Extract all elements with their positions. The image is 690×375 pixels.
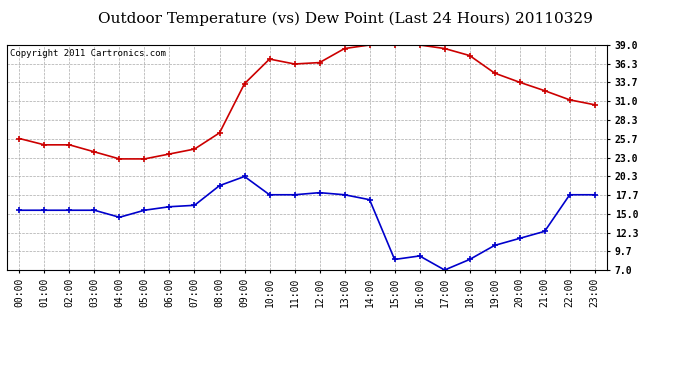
Text: Copyright 2011 Cartronics.com: Copyright 2011 Cartronics.com: [10, 50, 166, 58]
Text: Outdoor Temperature (vs) Dew Point (Last 24 Hours) 20110329: Outdoor Temperature (vs) Dew Point (Last…: [97, 11, 593, 26]
